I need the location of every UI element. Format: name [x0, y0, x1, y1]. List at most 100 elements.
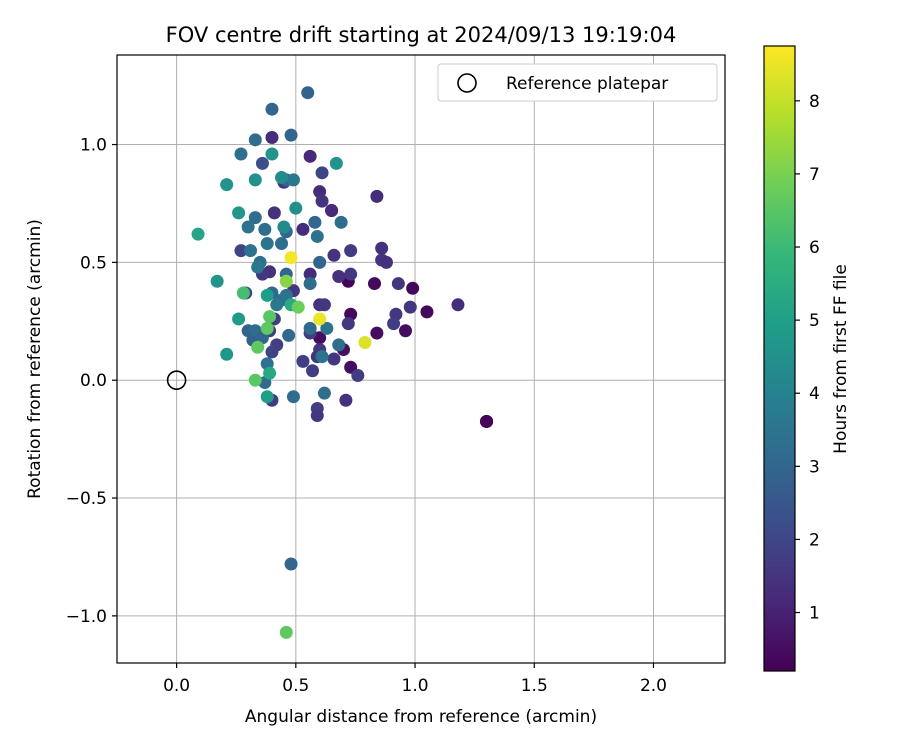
colorbar-ticks: 1 2 3 4 5 6 7 8 — [795, 92, 820, 624]
data-point — [325, 204, 339, 218]
data-point — [286, 390, 300, 404]
colorbar-tick-label: 6 — [809, 238, 820, 258]
data-point — [375, 241, 389, 255]
chart-title: FOV centre drift starting at 2024/09/13 … — [166, 23, 677, 47]
data-points — [191, 86, 494, 639]
x-axis-label: Angular distance from reference (arcmin) — [245, 707, 597, 727]
data-point — [291, 300, 305, 314]
data-point — [289, 201, 303, 215]
data-point — [315, 194, 329, 208]
data-point — [315, 166, 329, 180]
data-point — [248, 173, 262, 187]
data-point — [279, 274, 293, 288]
data-point — [327, 248, 341, 262]
colorbar-label: Hours from first FF file — [831, 264, 851, 454]
y-tick-label: 0.5 — [80, 253, 107, 273]
data-point — [232, 312, 246, 326]
data-point — [251, 260, 265, 274]
data-point — [344, 267, 358, 281]
data-point — [248, 373, 262, 387]
colorbar-fill — [764, 46, 795, 671]
data-point — [263, 366, 277, 380]
data-point — [320, 321, 334, 335]
data-point — [332, 338, 346, 352]
data-point — [270, 298, 284, 312]
data-point — [236, 286, 250, 300]
colorbar-tick-label: 5 — [809, 311, 820, 331]
data-point — [399, 324, 413, 338]
data-point — [313, 255, 327, 269]
data-point — [332, 270, 346, 284]
data-point — [191, 227, 205, 241]
data-point — [296, 354, 310, 368]
data-point — [313, 312, 327, 326]
data-point — [275, 171, 289, 185]
data-point — [265, 147, 279, 161]
data-point — [387, 317, 401, 331]
data-point — [317, 298, 331, 312]
data-point — [234, 244, 248, 258]
data-point — [251, 340, 265, 354]
data-point — [303, 267, 317, 281]
data-point — [303, 321, 317, 335]
colorbar-tick-label: 2 — [809, 530, 820, 550]
data-point — [286, 173, 300, 187]
legend-marker-icon — [457, 73, 477, 93]
legend: Reference platepar — [437, 63, 718, 102]
data-point — [248, 133, 262, 147]
legend-label: Reference platepar — [506, 74, 668, 94]
data-point — [344, 244, 358, 258]
data-point — [260, 390, 274, 404]
data-point — [310, 409, 324, 423]
data-point — [279, 625, 293, 639]
data-point — [282, 328, 296, 342]
data-point — [265, 345, 279, 359]
data-point — [451, 298, 465, 312]
y-axis-label: Rotation from reference (arcmin) — [25, 219, 45, 499]
data-point — [265, 130, 279, 144]
data-point — [263, 310, 277, 324]
data-point — [406, 281, 420, 295]
data-point — [351, 368, 365, 382]
reference-platepar-marker — [166, 370, 187, 391]
data-point — [220, 347, 234, 361]
data-point — [220, 178, 234, 192]
colorbar-tick-label: 7 — [809, 165, 820, 185]
data-point — [260, 237, 274, 251]
y-tick-label: 1.0 — [80, 136, 107, 156]
data-point — [232, 206, 246, 220]
data-point — [334, 215, 348, 229]
colorbar-tick-label: 1 — [809, 604, 820, 624]
data-point — [241, 220, 255, 234]
data-point — [284, 251, 298, 265]
data-point — [258, 222, 272, 236]
data-point — [310, 229, 324, 243]
data-point — [303, 277, 317, 291]
y-tick-label: −0.5 — [66, 489, 107, 509]
data-point — [341, 317, 355, 331]
x-tick-label: 1.0 — [402, 676, 429, 696]
data-point — [403, 300, 417, 314]
data-point — [255, 156, 269, 170]
colorbar: 1 2 3 4 5 6 7 8 Hours from first FF file — [763, 45, 851, 672]
colorbar-tick-label: 8 — [809, 92, 820, 112]
data-point — [301, 86, 315, 100]
data-point — [210, 274, 224, 288]
y-tick-label: 0.0 — [80, 371, 107, 391]
data-point — [480, 414, 494, 428]
data-point — [315, 350, 329, 364]
legend-box — [437, 63, 718, 102]
data-point — [420, 305, 434, 319]
data-point — [317, 386, 331, 400]
data-point — [275, 237, 289, 251]
x-axis-ticks: 0.0 0.5 1.0 1.5 2.0 — [163, 663, 667, 696]
data-point — [296, 222, 310, 236]
data-point — [306, 364, 320, 378]
data-point — [370, 326, 384, 340]
data-point — [248, 211, 262, 225]
data-point — [284, 557, 298, 571]
plot-frame — [116, 54, 726, 664]
data-point — [329, 156, 343, 170]
colorbar-tick-label: 3 — [809, 457, 820, 477]
